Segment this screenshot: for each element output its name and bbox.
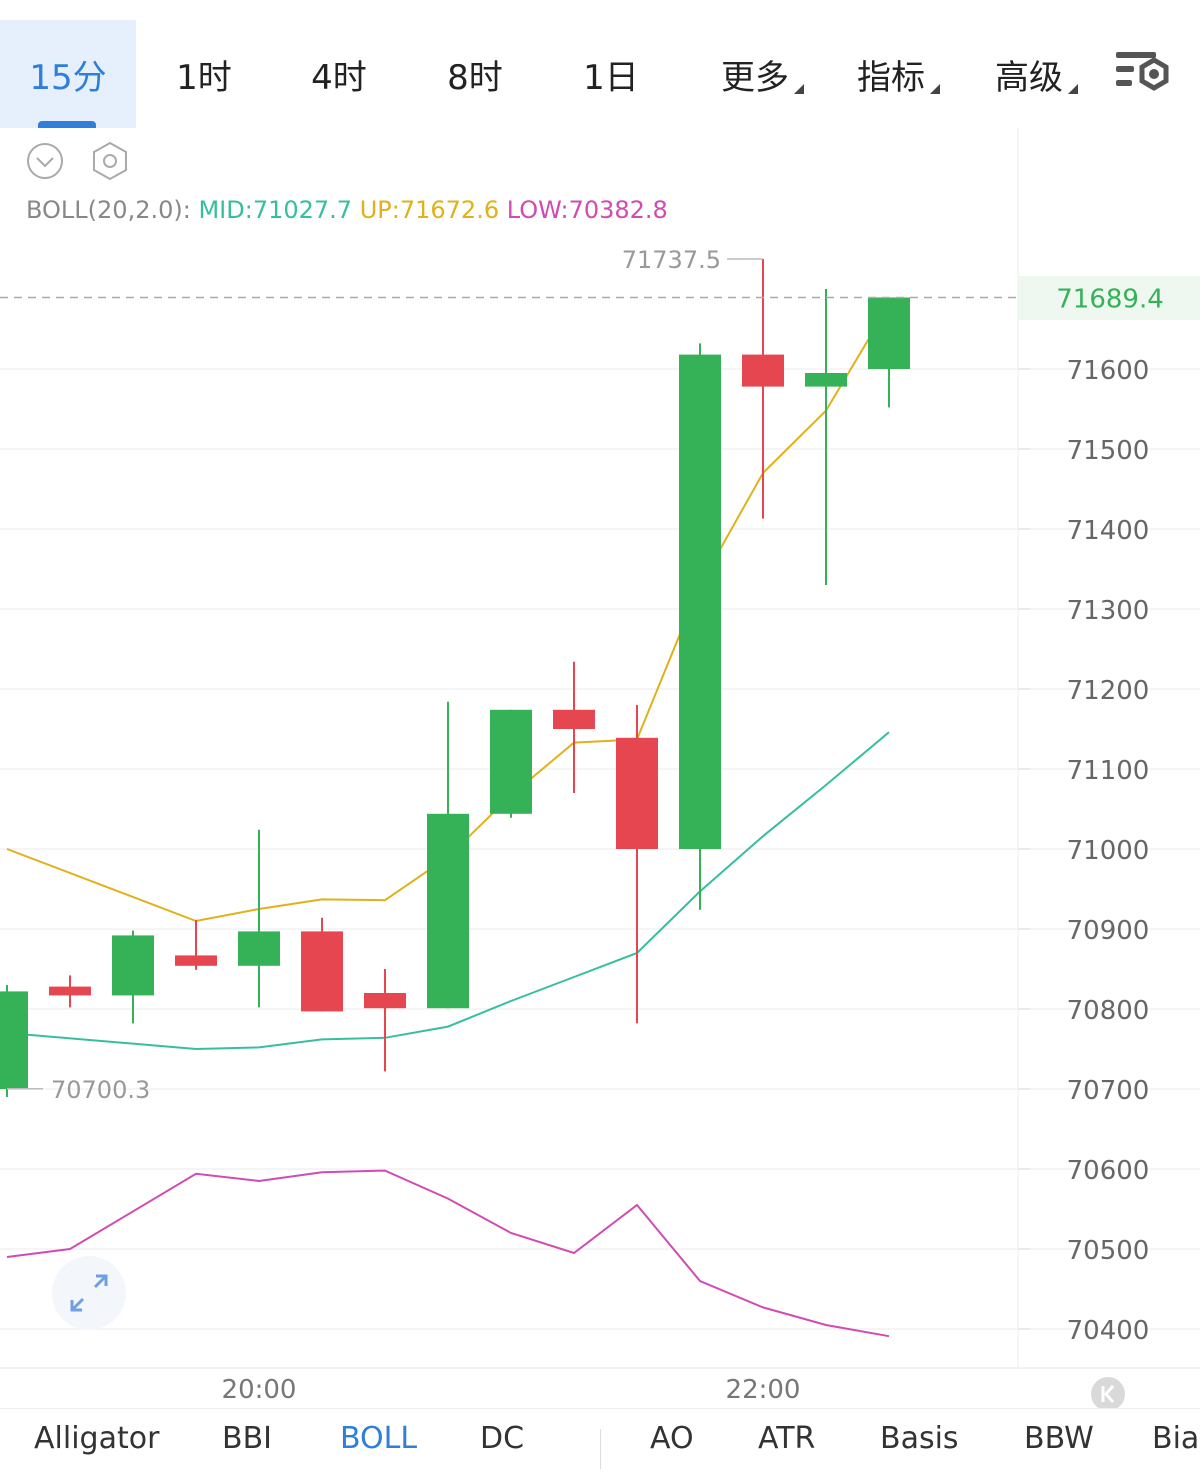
candle-body	[364, 993, 406, 1009]
dropdown-triangle-icon	[1068, 84, 1078, 94]
candle-body	[0, 991, 28, 1089]
candle-body	[112, 935, 154, 996]
candle-body	[679, 354, 721, 849]
tab-bias[interactable]: Bias	[1152, 1421, 1200, 1456]
price-tick-label: 71300	[1067, 596, 1150, 626]
tab-alligator[interactable]: Alligator	[34, 1421, 160, 1456]
expand-icon	[70, 1274, 108, 1312]
candle-body	[427, 813, 469, 1009]
price-tick-label: 70700	[1067, 1076, 1150, 1106]
price-tick-label: 71200	[1067, 676, 1150, 706]
active-tab-indicator	[38, 121, 96, 128]
candle-body	[616, 737, 658, 849]
candle-body	[301, 931, 343, 1012]
low-marker-label: 70700.3	[51, 1076, 150, 1104]
time-axis: 20:00 22:00	[222, 1375, 801, 1405]
tab-8h[interactable]: 8时	[420, 20, 530, 128]
price-tick-label: 70900	[1067, 916, 1150, 946]
chart-grid	[0, 128, 1200, 1369]
time-label: 20:00	[222, 1375, 297, 1405]
current-price-tag	[1018, 276, 1200, 320]
price-tick-label: 70600	[1067, 1156, 1150, 1186]
candle-body	[805, 373, 847, 387]
collapse-chevron-icon[interactable]	[26, 142, 64, 180]
tab-15m-label: 15分	[29, 57, 107, 98]
legend-mid-label: MID:	[198, 196, 253, 224]
tab-4h-label: 4时	[311, 57, 367, 98]
legend-up-value: 71672.6	[399, 196, 500, 224]
tab-bbw[interactable]: BBW	[1024, 1421, 1094, 1456]
timeframe-bar: 15分 1时 4时 8时 1日 更多 指标 高级	[0, 0, 1200, 128]
tab-separator	[600, 1429, 601, 1469]
indicator-tabs: Alligator BBI BOLL DC AO ATR Basis BBW B…	[0, 1408, 1200, 1473]
time-label: 22:00	[726, 1375, 801, 1405]
price-axis: 71600 71500 71400 71300 71200 71100 71000 70900…	[1067, 356, 1150, 1346]
candles	[0, 259, 910, 1097]
advanced-dropdown-label: 高级	[995, 57, 1063, 98]
price-tick-label: 71600	[1067, 356, 1150, 386]
tab-dc[interactable]: DC	[480, 1421, 525, 1456]
candle-body	[49, 986, 91, 996]
legend-mid-value: 71027.7	[252, 196, 353, 224]
legend-low-value: 70382.8	[568, 196, 668, 224]
tab-15m[interactable]: 15分	[0, 20, 136, 128]
indicators-dropdown[interactable]: 指标	[836, 20, 946, 128]
tab-1h-label: 1时	[176, 57, 232, 98]
tab-8h-label: 8时	[447, 57, 503, 98]
tab-1h[interactable]: 1时	[150, 20, 258, 128]
candle-body	[490, 709, 532, 814]
tab-1d[interactable]: 1日	[556, 20, 666, 128]
legend-low-label: LOW:	[506, 196, 569, 224]
price-tick-label: 70500	[1067, 1236, 1150, 1266]
boll-mid-line	[6, 731, 890, 1051]
dropdown-triangle-icon	[794, 84, 804, 94]
legend-up-label: UP:	[359, 196, 400, 224]
candle-body	[868, 297, 910, 369]
more-dropdown-label: 更多	[721, 57, 789, 98]
price-tick-label: 71500	[1067, 436, 1150, 466]
price-tick-label: 71400	[1067, 516, 1150, 546]
scroll-to-latest-icon[interactable]	[1090, 1376, 1126, 1412]
candlestick-chart[interactable]: 71600 71500 71400 71300 71200 71100 71000 70900…	[0, 128, 1200, 1408]
legend-name: BOLL(20,2.0):	[26, 196, 191, 224]
dropdown-triangle-icon	[930, 84, 940, 94]
high-marker-label: 71737.5	[622, 246, 721, 274]
current-price-label: 71689.4	[1056, 284, 1164, 314]
price-tick-label: 70400	[1067, 1316, 1150, 1346]
boll-low-line	[6, 1169, 890, 1338]
price-tick-label: 71100	[1067, 756, 1150, 786]
chart-settings-icon[interactable]	[1112, 46, 1172, 96]
indicator-settings-icon[interactable]	[90, 141, 130, 181]
tab-4h[interactable]: 4时	[284, 20, 394, 128]
indicators-dropdown-label: 指标	[857, 57, 925, 98]
candle-body	[175, 955, 217, 966]
candle-body	[238, 931, 280, 966]
tab-ao[interactable]: AO	[650, 1421, 694, 1456]
candle-body	[742, 354, 784, 387]
tab-atr[interactable]: ATR	[758, 1421, 816, 1456]
boll-legend: BOLL(20,2.0): MID:71027.7 UP:71672.6 LOW…	[26, 196, 668, 224]
candle-body	[553, 709, 595, 729]
advanced-dropdown[interactable]: 高级	[974, 20, 1084, 128]
price-tick-label: 70800	[1067, 996, 1150, 1026]
tab-basis[interactable]: Basis	[880, 1421, 959, 1456]
fullscreen-button[interactable]	[52, 1256, 126, 1330]
price-markers: 71689.4 71737.5 70700.3	[0, 246, 1164, 1104]
price-tick-label: 71000	[1067, 836, 1150, 866]
more-dropdown[interactable]: 更多	[700, 20, 810, 128]
tab-1d-label: 1日	[583, 57, 639, 98]
tab-bbi[interactable]: BBI	[222, 1421, 273, 1456]
tab-boll[interactable]: BOLL	[340, 1421, 418, 1456]
